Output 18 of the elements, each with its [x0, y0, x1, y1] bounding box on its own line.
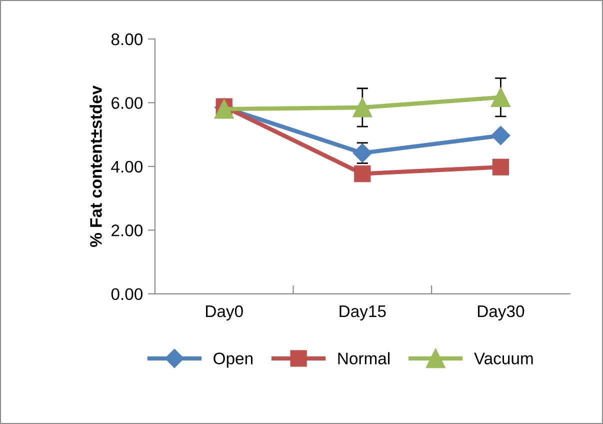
point — [352, 144, 372, 163]
y-axis-title: % Fat content±stdev — [90, 86, 102, 247]
x-tick-label: Day15 — [340, 306, 386, 320]
point — [352, 98, 372, 118]
point — [354, 165, 371, 182]
point — [490, 88, 510, 108]
legend-label: Vacuum — [474, 352, 533, 364]
point — [492, 158, 510, 176]
x-tick-label: Day0 — [206, 305, 243, 320]
point — [491, 126, 510, 146]
legend-label: Open — [214, 352, 252, 368]
legend-label: Normal — [338, 352, 390, 364]
y-tick-label: 6.00 — [112, 97, 143, 109]
y-tick-label: 2.00 — [112, 224, 143, 236]
y-tick-label: 4.00 — [111, 160, 143, 173]
y-tick-label: 8.00 — [111, 33, 143, 46]
x-tick-label: Day30 — [478, 305, 524, 320]
y-tick-label: 0.00 — [111, 288, 143, 300]
